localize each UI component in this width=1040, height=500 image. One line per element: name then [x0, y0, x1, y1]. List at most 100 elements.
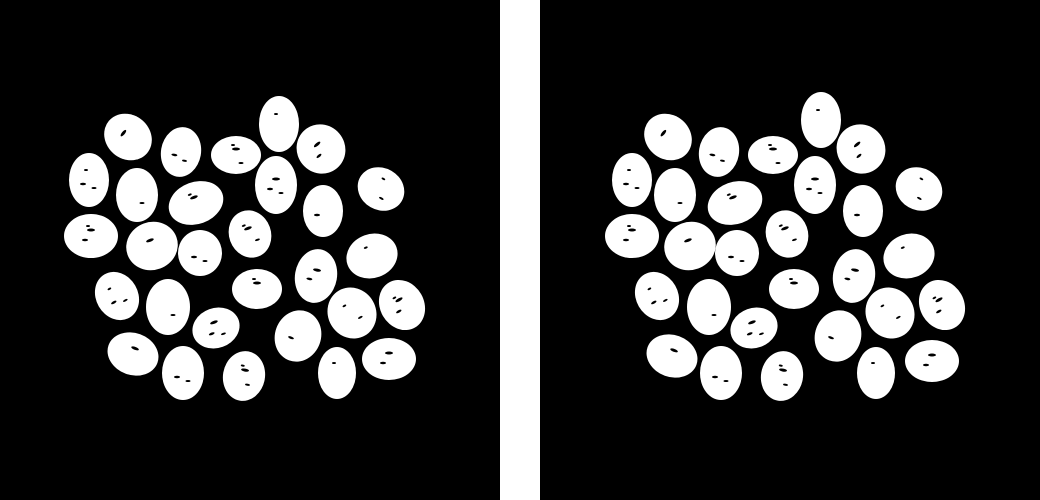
grain-speckle: [854, 213, 860, 217]
grain-shape: [274, 310, 322, 362]
grain-speckle: [210, 320, 218, 325]
grain-shape: [255, 156, 297, 214]
grain-speckle: [82, 238, 88, 242]
grain-shape: [259, 96, 299, 152]
grain-speckle: [171, 153, 178, 157]
grain-speckle: [139, 202, 145, 204]
grain-shape: [865, 287, 915, 339]
grain-speckle: [306, 277, 313, 281]
grain-speckle: [278, 192, 284, 194]
grain-shape: [765, 210, 809, 258]
grain-speckle: [853, 141, 861, 148]
grain-shape: [687, 279, 731, 335]
grain-speckle: [789, 278, 793, 280]
grain-shape: [357, 167, 405, 211]
grain-speckle: [670, 348, 678, 353]
grain-shape: [146, 279, 190, 335]
grain-shape: [832, 249, 876, 303]
grain-speckle: [768, 144, 772, 146]
grain-blob: [769, 269, 819, 309]
grain-speckle: [775, 162, 781, 164]
grain-blob: [698, 127, 740, 177]
grain-blob: [748, 136, 798, 174]
grain-shape: [116, 168, 158, 222]
grain-speckle: [131, 346, 139, 351]
grain-blob: [654, 168, 696, 222]
grain-shape: [918, 279, 966, 331]
grain-speckle: [828, 336, 834, 340]
grain-shape: [318, 347, 356, 399]
grain-blob: [687, 279, 731, 335]
grain-speckle: [628, 228, 636, 232]
grain-speckle: [932, 296, 937, 300]
grain-speckle: [380, 361, 386, 365]
grain-speckle: [935, 297, 943, 303]
grain-speckle: [851, 268, 859, 272]
grain-speckle: [392, 296, 397, 300]
grain-shape: [126, 221, 178, 271]
grain-shape: [94, 271, 140, 321]
grain-speckle: [900, 246, 905, 249]
grain-blob: [646, 334, 698, 378]
grain-blob: [303, 185, 343, 237]
grain-speckle: [871, 362, 875, 364]
grain-shape: [303, 185, 343, 237]
grain-shape: [228, 210, 272, 258]
grain-speckle: [208, 332, 215, 336]
grain-shape: [843, 185, 883, 237]
grain-shape: [160, 127, 202, 177]
grain-speckle: [817, 192, 823, 194]
grain-blob: [905, 340, 959, 382]
grain-blob: [228, 210, 272, 258]
grain-speckle: [221, 332, 226, 336]
grain-speckle: [627, 225, 631, 227]
grain-shape: [64, 214, 118, 258]
grain-speckle: [769, 147, 777, 151]
grain-shape: [794, 156, 836, 214]
grain-speckle: [120, 129, 127, 137]
grain-blob: [211, 136, 261, 174]
grain-shape: [707, 181, 763, 225]
grain-speckle: [880, 304, 885, 308]
grain-speckle: [816, 109, 820, 111]
grain-blob: [612, 153, 652, 207]
grain-blob: [318, 347, 356, 399]
grain-speckle: [80, 182, 86, 186]
grain-speckle: [778, 364, 783, 367]
grain-speckle: [781, 226, 789, 231]
grain-blob: [644, 113, 692, 161]
grain-speckle: [252, 278, 256, 280]
grain-speckle: [759, 332, 764, 336]
grain-blob: [794, 156, 836, 214]
grain-shape: [232, 269, 282, 309]
grain-speckle: [806, 187, 812, 191]
grain-blob: [69, 153, 109, 207]
binary-mask-left: [0, 0, 500, 500]
grain-shape: [664, 221, 716, 271]
grain-shape: [162, 346, 204, 400]
grain-blob: [836, 124, 886, 174]
grain-blob: [178, 230, 222, 276]
grain-blob: [715, 230, 759, 276]
grain-speckle: [182, 159, 188, 162]
grain-speckle: [316, 153, 322, 159]
grain-speckle: [288, 336, 294, 340]
grain-shape: [748, 136, 798, 174]
grain-shape: [211, 136, 261, 174]
grain-speckle: [712, 375, 718, 379]
grain-shape: [362, 338, 416, 380]
grain-shape: [378, 279, 426, 331]
grain-shape: [346, 233, 398, 279]
grain-speckle: [395, 297, 403, 303]
grain-speckle: [711, 314, 717, 316]
grain-speckle: [314, 213, 320, 217]
grain-blob: [865, 287, 915, 339]
grain-shape: [698, 127, 740, 177]
grain-speckle: [792, 238, 797, 242]
grain-speckle: [677, 202, 683, 204]
grain-speckle: [709, 153, 716, 157]
grain-blob: [605, 214, 659, 258]
grain-blob: [296, 124, 346, 174]
grain-blob: [843, 185, 883, 237]
grain-speckle: [396, 309, 402, 314]
